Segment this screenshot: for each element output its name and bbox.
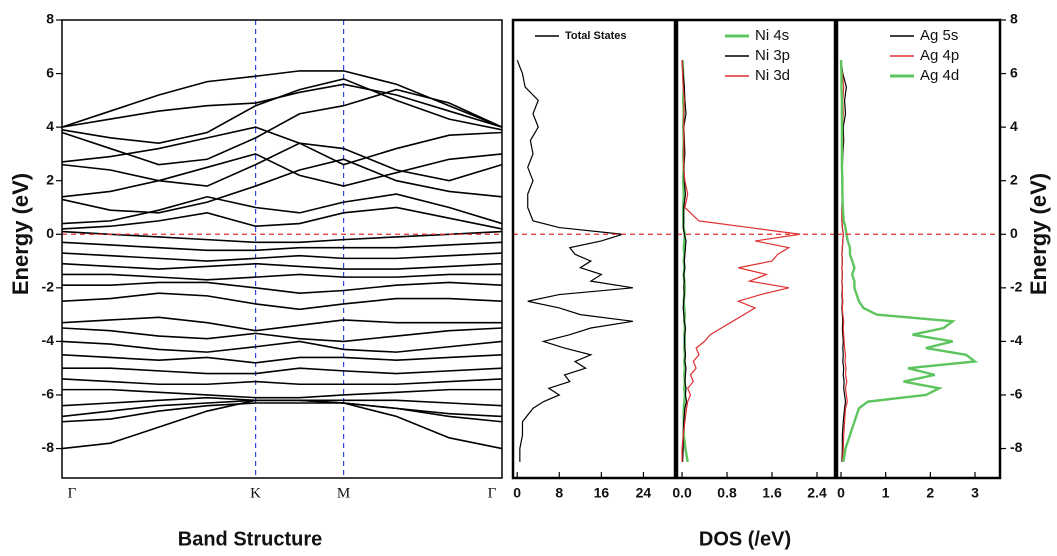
band-line [61, 241, 503, 252]
y-tick-label: 4 [1010, 118, 1018, 134]
band-line [61, 230, 503, 244]
band-line [62, 281, 503, 294]
dos-curve [516, 59, 634, 462]
x-tick-label: 0 [513, 485, 521, 501]
dos-curve [681, 60, 688, 462]
y-tick-label: 8 [46, 11, 54, 27]
legend-label: Ni 3p [755, 47, 790, 64]
y-axis-label: Energy (eV) [1026, 173, 1051, 295]
legend-label: Ag 5s [920, 27, 958, 44]
y-tick-label: 2 [1010, 171, 1018, 187]
x-tick-label: K [250, 485, 261, 501]
band-line [61, 402, 503, 423]
band-line [61, 70, 503, 128]
y-tick-label: 0 [1010, 225, 1018, 241]
x-tick-label: 16 [594, 485, 610, 501]
band-line [62, 273, 502, 281]
band-line [61, 142, 503, 187]
band-line [62, 367, 503, 375]
band-line [61, 353, 503, 364]
band-line [61, 378, 503, 386]
band-line [61, 193, 503, 225]
x-tick-label: 24 [636, 485, 652, 501]
x-tick-label: 1 [882, 485, 890, 501]
y-axis-label: Energy (eV) [8, 173, 33, 295]
legend-label: Ni 4s [755, 27, 789, 44]
y-tick-label: -2 [1010, 279, 1023, 295]
x-tick-label: 1.6 [762, 485, 782, 501]
panel-frame [511, 18, 677, 480]
y-tick-label: -8 [1010, 439, 1023, 455]
y-tick-label: 4 [46, 118, 54, 134]
legend-label: Ag 4p [920, 47, 959, 64]
band-line [61, 153, 503, 198]
band-line [61, 158, 503, 214]
y-tick-label: -2 [42, 279, 55, 295]
x-tick-label: 0 [837, 485, 845, 501]
x-tick-label: 2.4 [807, 485, 827, 501]
y-tick-label: -4 [1010, 332, 1023, 348]
band-line [61, 88, 503, 166]
panel-frame [835, 18, 1002, 480]
y-tick-label: -6 [1010, 386, 1023, 402]
dos-curve [839, 60, 979, 463]
panel-frame [675, 18, 837, 480]
band-line [61, 316, 502, 332]
x-tick-label: 3 [971, 485, 979, 501]
x-tick-label: M [337, 485, 350, 501]
band-line [61, 252, 503, 262]
y-tick-label: 6 [1010, 64, 1018, 80]
x-axis-label: DOS (/eV) [699, 528, 791, 550]
band-line [61, 262, 503, 270]
legend-label: Ag 4d [920, 67, 959, 84]
x-axis-label: Band Structure [178, 528, 322, 550]
band-line [61, 206, 503, 230]
y-tick-label: -4 [42, 332, 55, 348]
x-tick-label: Γ [488, 485, 497, 501]
band-line [61, 126, 503, 166]
y-tick-label: 0 [46, 225, 54, 241]
band-line [61, 292, 503, 311]
x-tick-label: 8 [555, 485, 563, 501]
y-tick-label: 8 [1010, 11, 1018, 27]
x-tick-label: 0.0 [672, 485, 692, 501]
y-tick-label: -6 [42, 386, 55, 402]
band-line [61, 399, 503, 450]
legend-label: Total States [565, 30, 627, 42]
panel-frame [61, 19, 503, 479]
band-line [61, 396, 503, 407]
x-tick-label: 0.8 [717, 485, 737, 501]
legend-label: Ni 3d [755, 67, 790, 84]
y-tick-label: -8 [42, 439, 55, 455]
band-line [61, 78, 503, 145]
dos-curve [681, 60, 801, 462]
band-line [61, 340, 503, 353]
y-tick-label: 2 [46, 171, 54, 187]
x-tick-label: 2 [926, 485, 934, 501]
y-tick-label: 6 [46, 64, 54, 80]
band-line [61, 327, 503, 343]
x-tick-label: Γ [68, 485, 77, 501]
band-line [62, 388, 502, 399]
